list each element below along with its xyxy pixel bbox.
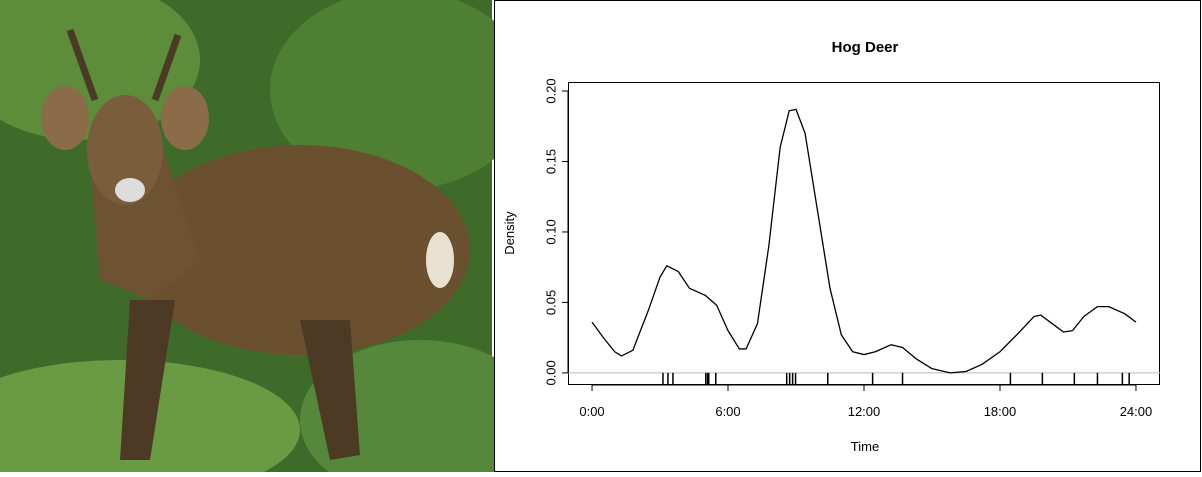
chart-title: Hog Deer [832, 39, 899, 56]
y-tick-label: 0.10 [543, 219, 558, 244]
deer-leg [120, 300, 360, 460]
photo [0, 0, 540, 477]
x-tick-label: 24:00 [1120, 404, 1153, 419]
deer-muzzle [115, 178, 145, 202]
antler [66, 28, 182, 102]
foliage [270, 0, 530, 190]
deer-head [87, 95, 163, 205]
deer-ear [41, 86, 89, 150]
deer-body [130, 145, 470, 355]
chart-panel [494, 0, 1201, 472]
y-tick-label: 0.00 [543, 360, 558, 385]
y-axis-label: Density [502, 211, 517, 255]
y-tick-label: 0.05 [543, 290, 558, 315]
x-tick-label: 18:00 [984, 404, 1017, 419]
y-tick-label: 0.20 [543, 78, 558, 103]
y-tick-label: 0.15 [543, 149, 558, 174]
x-tick-label: 6:00 [715, 404, 740, 419]
density-line [591, 108, 1137, 374]
deer-tail [426, 232, 454, 288]
x-axis-label: Time [851, 439, 879, 454]
deer-ear [161, 86, 209, 150]
x-tick-label: 0:00 [579, 404, 604, 419]
x-tick-label: 12:00 [848, 404, 881, 419]
foliage [300, 340, 540, 477]
